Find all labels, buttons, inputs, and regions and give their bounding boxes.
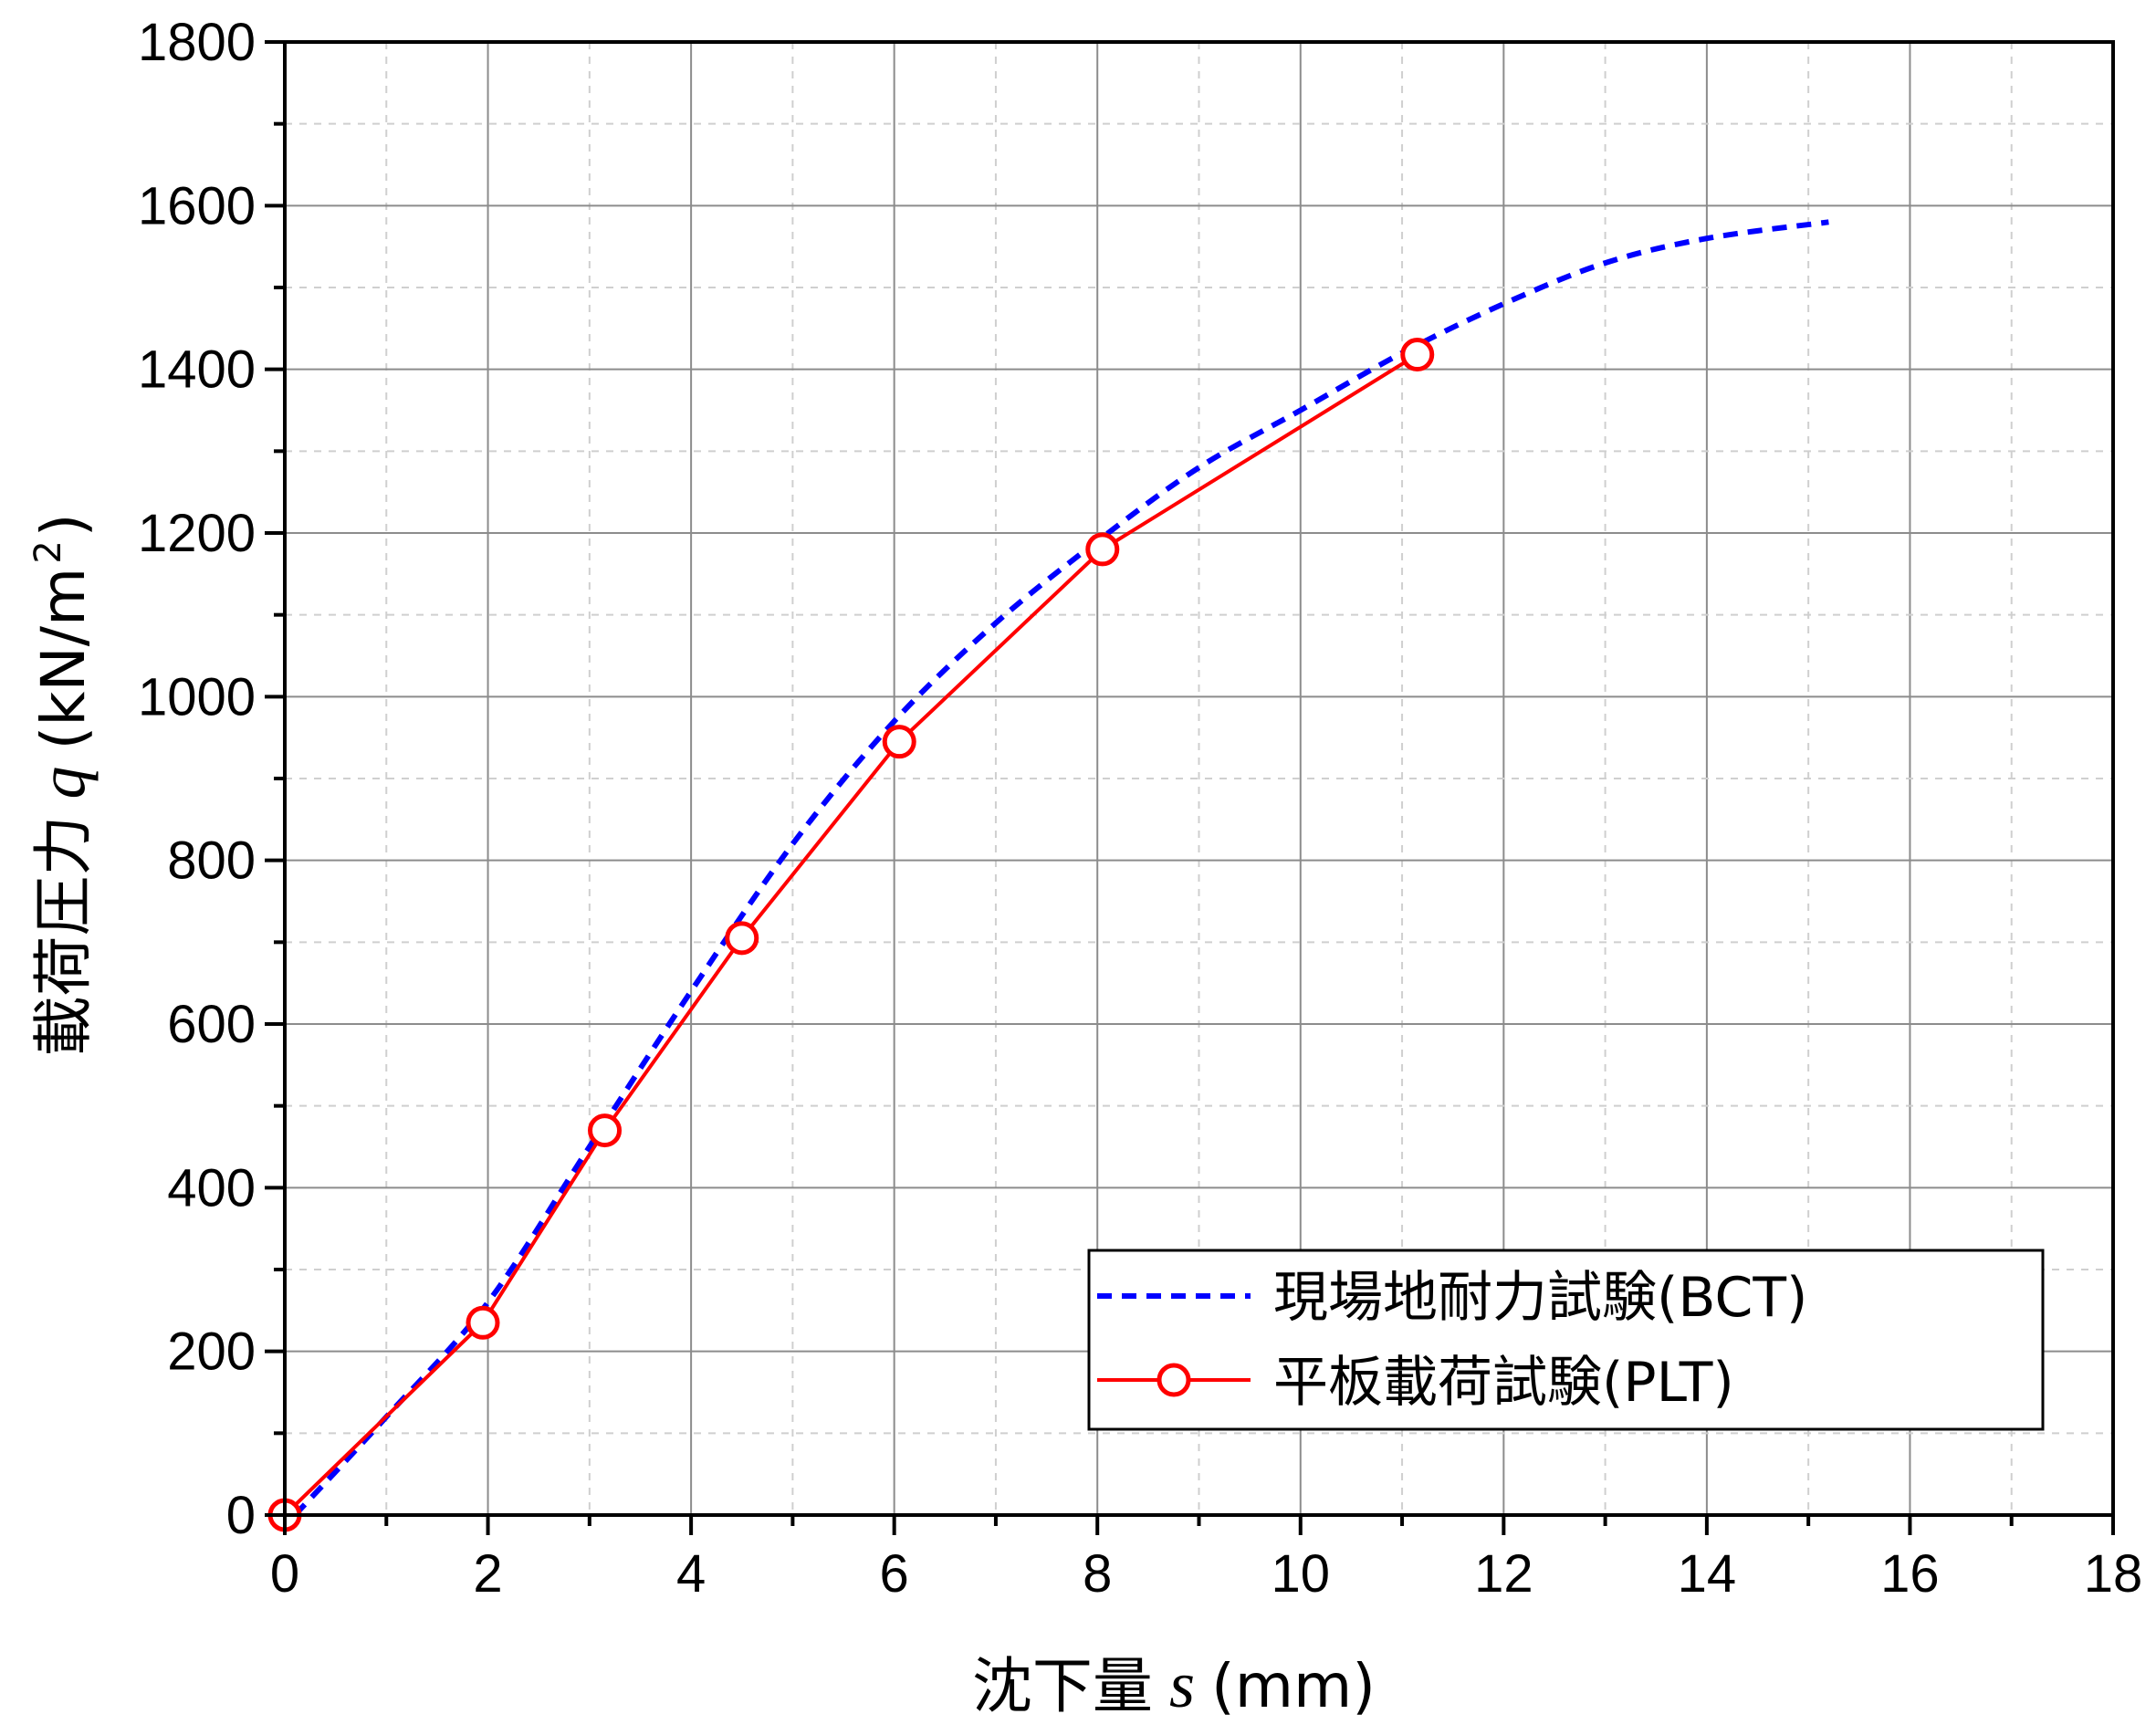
data-point-plt	[725, 921, 759, 956]
legend: 現場地耐力試験(BCT) 平板載荷試験(PLT)	[1087, 1249, 2045, 1431]
x-axis-title: 沈下量 s (mm)	[972, 1648, 1376, 1721]
x-axis-title-prefix: 沈下量	[972, 1651, 1153, 1721]
x-tick-label: 8	[1083, 1544, 1112, 1604]
data-point-plt	[1400, 338, 1435, 372]
y-axis-title-unit-close: )	[28, 513, 99, 537]
y-tick-label: 1800	[138, 13, 256, 72]
series-line-bct	[292, 219, 1829, 1518]
x-tick-label: 10	[1272, 1544, 1331, 1604]
y-axis-title-prefix: 載荷圧力	[28, 816, 99, 1057]
x-tick-label: 2	[473, 1544, 502, 1604]
y-tick-label: 1600	[138, 176, 256, 235]
tick-labels: 0 2 4 6 8 10 12 14 16 18 0 200 400 600 800 1000 1200 1400…	[138, 13, 2142, 1604]
y-tick-label: 200	[167, 1322, 256, 1382]
legend-label-plt: 平板載荷試験(PLT)	[1273, 1351, 1734, 1415]
x-tick-label: 18	[2084, 1544, 2143, 1604]
x-tick-label: 4	[676, 1544, 706, 1604]
legend-label-bct: 現場地耐力試験(BCT)	[1273, 1266, 1807, 1330]
y-tick-label: 800	[167, 831, 256, 891]
axis-ticks	[265, 40, 2115, 1535]
y-axis-title-unit-sup: 2	[27, 540, 69, 563]
y-tick-label: 1400	[138, 340, 256, 400]
y-tick-label: 1000	[138, 667, 256, 726]
x-tick-label: 16	[1880, 1544, 1940, 1604]
legend-box	[1087, 1249, 2045, 1431]
data-point-plt	[1085, 532, 1120, 567]
y-tick-label: 600	[167, 995, 256, 1054]
x-axis-title-var: s	[1169, 1648, 1195, 1721]
x-tick-label: 0	[270, 1544, 299, 1604]
data-point-plt	[882, 725, 916, 759]
x-tick-label: 6	[880, 1544, 909, 1604]
data-point-plt	[466, 1305, 500, 1340]
y-tick-label: 400	[167, 1158, 256, 1218]
x-axis-title-unit: (mm)	[1211, 1651, 1376, 1721]
y-tick-label: 0	[226, 1486, 256, 1545]
x-tick-label: 14	[1678, 1544, 1737, 1604]
x-tick-label: 12	[1474, 1544, 1533, 1604]
legend-marker-plt	[1156, 1363, 1191, 1397]
data-point-plt	[588, 1113, 623, 1148]
y-axis-title: 載荷圧力 q (kN/m 2 )	[26, 513, 99, 1056]
y-tick-label: 1200	[138, 504, 256, 563]
y-axis-title-var: q	[26, 767, 99, 800]
series-layer	[267, 219, 1829, 1532]
y-axis-title-unit: (kN/m	[28, 568, 99, 750]
